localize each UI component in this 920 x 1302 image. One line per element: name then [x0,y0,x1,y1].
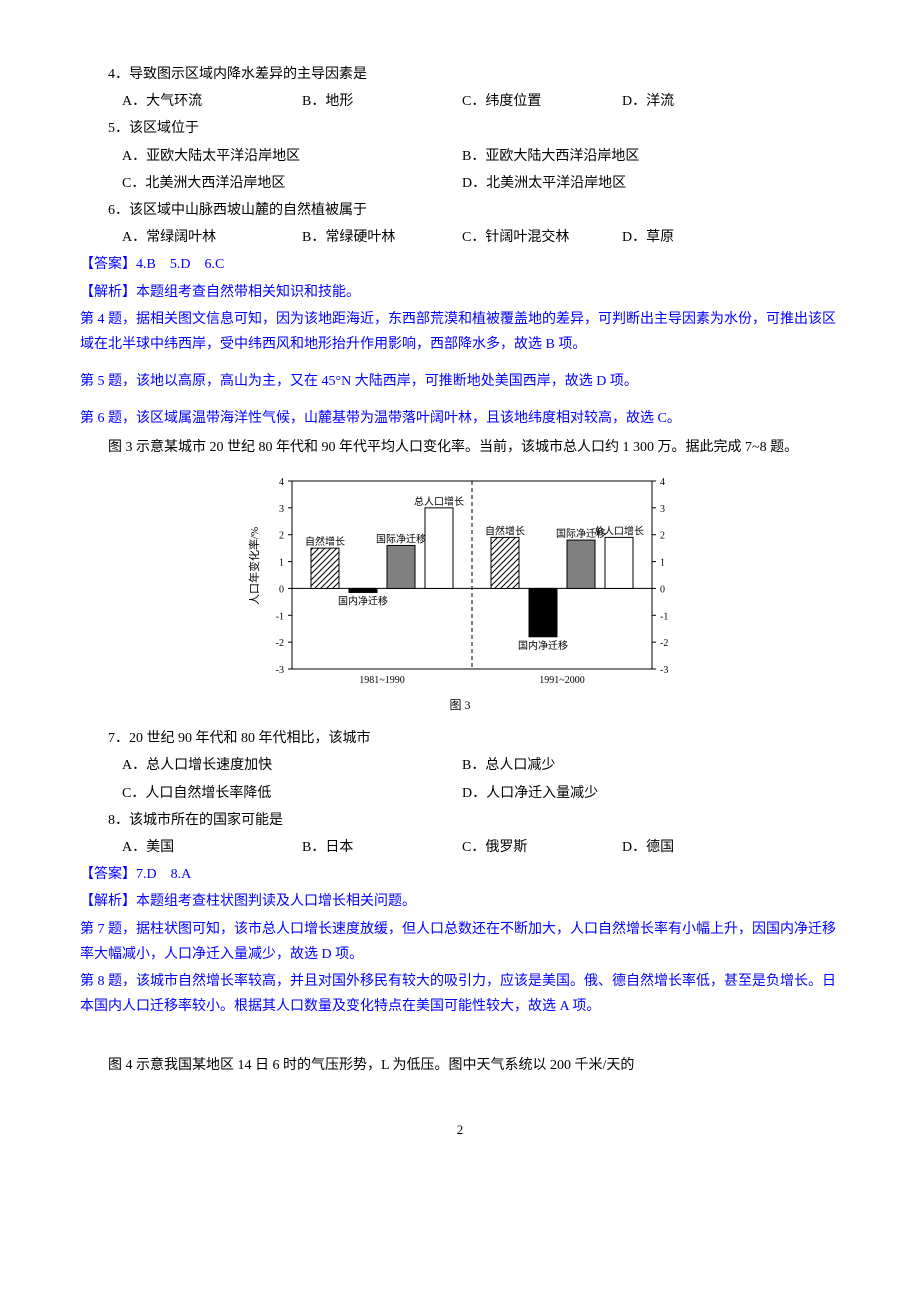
analysis-q6: 第 6 题，该区域属温带海洋性气候，山麓基带为温带落叶阔叶林，且该地纬度相对较高… [80,406,840,431]
svg-text:3: 3 [279,503,284,514]
svg-text:自然增长: 自然增长 [485,524,525,537]
svg-text:国内净迁移: 国内净迁移 [518,638,568,651]
q5-options-row1: A．亚欧大陆太平洋沿岸地区 B．亚欧大陆大西洋沿岸地区 [80,144,840,169]
svg-text:1: 1 [279,557,284,568]
q5-options-row2: C．北美洲大西洋沿岸地区 D．北美洲太平洋沿岸地区 [80,171,840,196]
q6-opt-c: C．针阔叶混交林 [462,225,622,250]
q8-opt-b: B．日本 [302,835,462,860]
svg-text:国际净迁移: 国际净迁移 [376,532,426,545]
svg-text:1981~1990: 1981~1990 [359,675,404,686]
q5-opt-a: A．亚欧大陆太平洋沿岸地区 [122,144,462,169]
q5-stem: 5．该区域位于 [80,116,840,141]
q8-opt-d: D．德国 [622,835,782,860]
q4-opt-b: B．地形 [302,89,462,114]
analysis-q4: 第 4 题，据相关图文信息可知，因为该地距海近，东西部荒漠和植被覆盖地的差异，可… [80,307,840,357]
svg-text:-3: -3 [276,665,284,676]
svg-text:2: 2 [279,530,284,541]
analysis-q7: 第 7 题，据柱状图可知，该市总人口增长速度放缓，但人口总数还在不断加大，人口自… [80,917,840,967]
analysis-q5: 第 5 题，该地以高原，高山为主，又在 45°N 大陆西岸，可推断地处美国西岸，… [80,369,840,394]
svg-text:国内净迁移: 国内净迁移 [338,594,388,607]
analysis-q8: 第 8 题，该城市自然增长率较高，并且对国外移民有较大的吸引力，应该是美国。俄、… [80,969,840,1019]
svg-text:1991~2000: 1991~2000 [539,675,584,686]
q7-opt-c: C．人口自然增长率降低 [122,781,462,806]
svg-text:-2: -2 [660,638,668,649]
q7-opt-a: A．总人口增长速度加快 [122,753,462,778]
svg-text:自然增长: 自然增长 [305,535,345,548]
q4-options: A．大气环流 B．地形 C．纬度位置 D．洋流 [80,89,840,114]
q8-stem: 8．该城市所在的国家可能是 [80,808,840,833]
q7-opt-d: D．人口净迁入量减少 [462,781,802,806]
svg-text:4: 4 [660,477,665,488]
svg-text:4: 4 [279,477,284,488]
svg-text:0: 0 [279,584,284,595]
q8-opt-a: A．美国 [122,835,302,860]
q8-opt-c: C．俄罗斯 [462,835,622,860]
svg-text:-1: -1 [276,611,284,622]
svg-text:2: 2 [660,530,665,541]
answer-78: 【答案】7.D 8.A [80,862,840,887]
q7-stem: 7．20 世纪 90 年代和 80 年代相比，该城市 [80,726,840,751]
q4-opt-c: C．纬度位置 [462,89,622,114]
svg-text:总人口增长: 总人口增长 [594,524,644,537]
q6-opt-a: A．常绿阔叶林 [122,225,302,250]
q7-options-row2: C．人口自然增长率降低 D．人口净迁入量减少 [80,781,840,806]
q6-stem: 6．该区域中山脉西坡山麓的自然植被属于 [80,198,840,223]
svg-text:-1: -1 [660,611,668,622]
svg-text:1: 1 [660,557,665,568]
q4-opt-d: D．洋流 [622,89,782,114]
trailing-text: 图 4 示意我国某地区 14 日 6 时的气压形势，L 为低压。图中天气系统以 … [80,1053,840,1078]
svg-text:总人口增长: 总人口增长 [414,494,464,507]
analysis-456-label: 【解析】本题组考查自然带相关知识和技能。 [80,280,840,305]
q4-stem: 4．导致图示区域内降水差异的主导因素是 [80,62,840,87]
svg-text:-2: -2 [276,638,284,649]
q5-opt-c: C．北美洲大西洋沿岸地区 [122,171,462,196]
page-number: 2 [80,1118,840,1141]
svg-text:-3: -3 [660,665,668,676]
analysis-78-label: 【解析】本题组考查柱状图判读及人口增长相关问题。 [80,889,840,914]
figure-3-caption: 图 3 [80,695,840,717]
q7-opt-b: B．总人口减少 [462,753,802,778]
svg-text:人口年变化率/%: 人口年变化率/% [247,526,261,604]
q7-options-row1: A．总人口增长速度加快 B．总人口减少 [80,753,840,778]
q8-options: A．美国 B．日本 C．俄罗斯 D．德国 [80,835,840,860]
q6-opt-d: D．草原 [622,225,782,250]
q5-opt-b: B．亚欧大陆大西洋沿岸地区 [462,144,802,169]
figure-3: -3-3-2-2-1-10011223344人口年变化率/%自然增长国内净迁移国… [80,471,840,691]
svg-text:3: 3 [660,503,665,514]
svg-text:0: 0 [660,584,665,595]
q6-opt-b: B．常绿硬叶林 [302,225,462,250]
q6-options: A．常绿阔叶林 B．常绿硬叶林 C．针阔叶混交林 D．草原 [80,225,840,250]
population-change-chart: -3-3-2-2-1-10011223344人口年变化率/%自然增长国内净迁移国… [240,471,680,691]
q5-opt-d: D．北美洲太平洋沿岸地区 [462,171,802,196]
q4-opt-a: A．大气环流 [122,89,302,114]
answer-456: 【答案】4.B 5.D 6.C [80,252,840,277]
intro-78: 图 3 示意某城市 20 世纪 80 年代和 90 年代平均人口变化率。当前，该… [80,435,840,460]
